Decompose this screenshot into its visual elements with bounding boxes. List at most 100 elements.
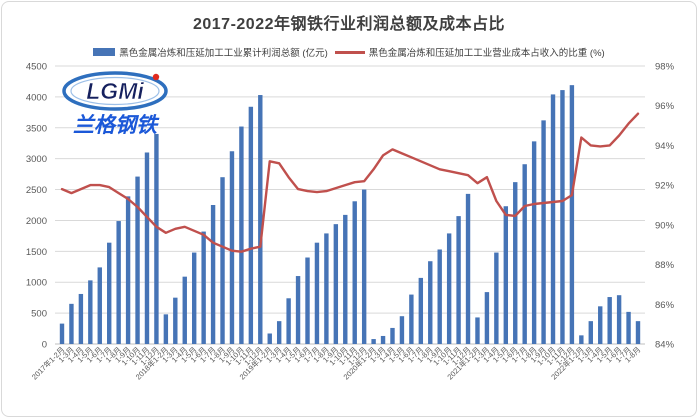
profit-bar — [361, 189, 367, 344]
y-axis-left-tick: 1500 — [26, 247, 47, 258]
profit-bar — [380, 335, 386, 344]
profit-bar — [314, 242, 320, 344]
profit-bar — [371, 339, 376, 344]
legend-label-cost-ratio: 黑色金属冶炼和压延加工工业营业成本占收入的比重 (%) — [368, 48, 605, 59]
y-axis-right-tick: 98% — [655, 62, 675, 73]
profit-bar — [286, 298, 291, 344]
profit-bar — [446, 233, 452, 344]
legend-label-profit: 黑色金属冶炼和压延加工工业累计利润总额 (亿元) — [119, 48, 328, 59]
profit-bar — [116, 221, 121, 344]
profit-bar — [522, 164, 527, 344]
profit-bar — [135, 176, 140, 344]
profit-bar — [125, 196, 131, 344]
profit-bar — [428, 261, 433, 344]
profit-bar — [409, 294, 414, 344]
profit-bar — [494, 252, 499, 344]
y-axis-right-tick: 90% — [655, 220, 675, 231]
y-axis-left-tick: 3500 — [26, 123, 47, 134]
profit-bar — [465, 193, 471, 344]
profit-bar — [229, 151, 235, 344]
profit-bar — [484, 292, 490, 344]
profit-bar — [88, 280, 93, 344]
y-axis-left-tick: 0 — [42, 340, 47, 351]
logo-brand-text: LGMi — [86, 78, 144, 104]
profit-bar — [598, 306, 603, 344]
profit-bar — [59, 323, 65, 344]
profit-bar — [239, 126, 244, 344]
y-axis-left-tick: 2000 — [26, 216, 47, 227]
profit-bar — [173, 297, 178, 344]
logo-ellipse-inner — [70, 76, 160, 106]
profit-bar — [513, 182, 518, 344]
y-axis-right-tick: 86% — [655, 300, 675, 311]
profit-bar — [163, 314, 169, 344]
profit-bar — [220, 177, 225, 344]
profit-bar — [456, 216, 461, 344]
y-axis-left-tick: 1000 — [26, 278, 47, 289]
profit-bar — [276, 321, 282, 344]
y-axis-right-tick: 84% — [655, 340, 675, 351]
profit-bar — [475, 317, 480, 344]
lgmi-logo: LGMi 兰格钢铁 — [56, 70, 174, 143]
y-axis-left-tick: 4000 — [26, 92, 47, 103]
cost-ratio-line — [60, 112, 640, 253]
legend-line-swatch — [334, 50, 365, 54]
profit-bar — [201, 231, 206, 344]
profit-bar — [267, 333, 272, 344]
profit-bar — [607, 297, 612, 344]
profit-bar — [579, 335, 584, 344]
y-axis-left-tick: 4500 — [26, 62, 47, 73]
profit-bar — [503, 206, 509, 344]
profit-bar — [69, 303, 74, 344]
legend-bar-swatch — [93, 48, 116, 56]
y-axis-right-tick: 96% — [655, 101, 675, 112]
profit-bar — [390, 327, 395, 344]
profit-bar — [191, 252, 197, 344]
profit-bar — [144, 152, 150, 344]
chart-title: 2017-2022年钢铁行业利润总额及成本占比 — [192, 16, 506, 33]
profit-bar — [182, 276, 187, 344]
profit-bar — [248, 106, 254, 344]
profit-bar — [616, 295, 622, 344]
y-axis-right-tick: 88% — [655, 260, 675, 271]
profit-bar — [531, 141, 537, 344]
profit-bar — [78, 293, 84, 344]
y-axis-right-tick: 92% — [655, 181, 675, 192]
profit-bar — [258, 95, 263, 344]
profit-bar — [154, 133, 159, 344]
profit-bar — [399, 316, 405, 344]
logo-name-text: 兰格钢铁 — [73, 113, 160, 137]
profit-bar — [418, 277, 424, 344]
legend-item-profit: 黑色金属冶炼和压延加工工业累计利润总额 (亿元) — [93, 45, 328, 59]
profit-bar — [437, 249, 442, 344]
legend-item-cost-ratio: 黑色金属冶炼和压延加工工业营业成本占收入的比重 (%) — [334, 45, 605, 59]
cost-ratio-polyline — [60, 112, 640, 253]
profit-bar — [588, 321, 593, 344]
axes-labels: 0 500 1000 1500 2000 2500 3000 3500 4000 4500 84% 8… — [26, 62, 675, 382]
profit-bar — [541, 120, 546, 344]
profit-bar — [550, 94, 556, 344]
profit-bar — [343, 214, 348, 344]
y-axis-left-tick: 2500 — [26, 185, 47, 196]
profit-bar — [569, 85, 575, 344]
profit-bar — [333, 224, 339, 344]
lgmi-logo-graphic: LGMi 兰格钢铁 — [62, 71, 168, 137]
profit-bar — [97, 267, 102, 344]
profit-bar — [107, 242, 112, 344]
y-axis-left-tick: 3000 — [26, 154, 47, 165]
y-axis-left-tick: 500 — [31, 309, 47, 320]
profit-bar — [560, 90, 565, 345]
y-axis-right-tick: 94% — [655, 141, 675, 152]
profit-bar — [210, 205, 216, 344]
profit-bar — [295, 276, 301, 344]
logo-ellipse — [62, 71, 168, 111]
profit-bar — [324, 233, 329, 344]
profit-bar — [305, 257, 310, 344]
chart-legend: 黑色金属冶炼和压延加工工业累计利润总额 (亿元) 黑色金属冶炼和压延加工工业营业… — [0, 45, 698, 59]
profit-bar — [352, 201, 357, 344]
profit-bar — [626, 311, 631, 344]
profit-bar — [635, 321, 641, 344]
logo-red-dot-icon — [152, 73, 160, 81]
